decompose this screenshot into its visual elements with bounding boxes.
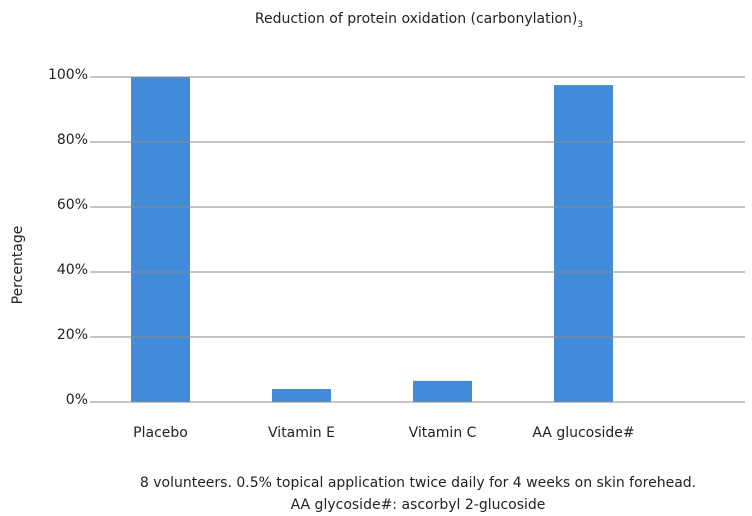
y-axis-label: Percentage xyxy=(10,226,26,305)
y-tick-label: 80% xyxy=(57,132,88,148)
x-tick-label: Vitamin C xyxy=(409,425,477,441)
y-tick-label: 100% xyxy=(48,67,88,83)
x-tick-label: Vitamin E xyxy=(268,425,335,441)
chart-title: Reduction of protein oxidation (carbonyl… xyxy=(255,11,583,30)
y-tick-label: 0% xyxy=(66,392,88,408)
note: AA glycoside#: ascorbyl 2-glucoside xyxy=(291,497,546,513)
x-tick-label: AA glucoside# xyxy=(532,425,634,441)
title-main: Reduction of protein oxidation (carbonyl… xyxy=(255,11,578,27)
bar xyxy=(413,380,472,402)
note: 8 volunteers. 0.5% topical application t… xyxy=(140,475,696,491)
bar xyxy=(272,389,331,402)
bar xyxy=(554,85,613,402)
y-tick-label: 60% xyxy=(57,197,88,213)
y-tick-label: 40% xyxy=(57,262,88,278)
bar xyxy=(131,77,190,402)
title-footnote: 3 xyxy=(577,20,583,30)
y-tick-label: 20% xyxy=(57,327,88,343)
x-tick-label: Placebo xyxy=(133,425,188,441)
